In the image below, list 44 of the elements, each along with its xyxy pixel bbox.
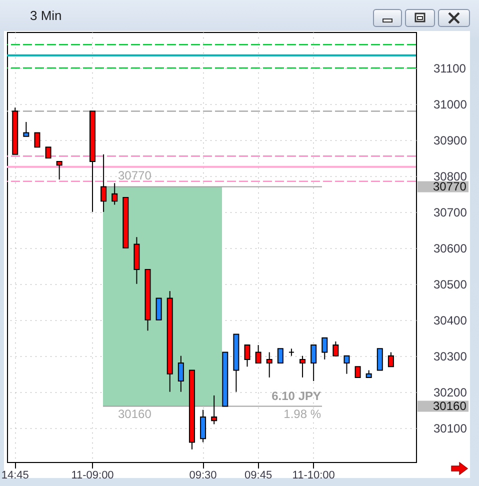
candlestick xyxy=(178,355,184,392)
candlestick xyxy=(288,348,294,356)
candlestick xyxy=(322,337,328,360)
x-tick-label: 09:30 xyxy=(189,470,217,482)
candlestick xyxy=(310,344,317,382)
chart-title: 3 Min xyxy=(30,8,62,23)
y-tick-label: 30400 xyxy=(434,313,468,328)
x-tick-label: 11-09:00 xyxy=(71,470,114,482)
x-tick-label: 14:45 xyxy=(1,470,29,482)
candlestick xyxy=(23,121,30,137)
candlestick xyxy=(34,132,40,148)
candlestick xyxy=(112,182,118,206)
y-tick-label: 30300 xyxy=(434,349,468,364)
x-tick-label: 11-10:00 xyxy=(292,470,335,482)
candlestick xyxy=(100,154,107,212)
candlestick xyxy=(45,146,52,158)
x-tick-label: 09:45 xyxy=(244,470,272,482)
annotation: 6.10 JPY xyxy=(272,389,321,404)
candlestick xyxy=(200,409,206,443)
ref-line-label: 30160 xyxy=(118,407,152,422)
candlestick xyxy=(376,348,383,371)
y-tick-label: 31000 xyxy=(434,97,468,112)
candlestick xyxy=(388,352,394,368)
candlestick xyxy=(344,355,350,374)
text: 30160 xyxy=(433,399,467,414)
candlestick xyxy=(244,344,250,368)
y-tick-label: 31100 xyxy=(434,61,466,76)
y-tick-label: 30100 xyxy=(434,421,468,436)
candlestick xyxy=(266,352,272,378)
candlestick xyxy=(156,298,162,320)
y-tick-label: 30600 xyxy=(434,241,468,256)
candlestick xyxy=(255,344,262,364)
y-tick-label: 30500 xyxy=(434,277,468,292)
candlestick xyxy=(332,340,339,356)
candlestick xyxy=(300,355,306,378)
candlestick xyxy=(56,161,62,180)
candlestick xyxy=(211,394,218,425)
y-tick-label: 30700 xyxy=(434,205,468,220)
candlestick xyxy=(277,348,284,364)
annotation: 1.98 % xyxy=(284,407,322,422)
y-tick-label: 30900 xyxy=(434,133,468,148)
y-tick-label: 30200 xyxy=(434,385,468,400)
candlestick xyxy=(354,366,361,378)
ref-line-label: 30770 xyxy=(118,168,152,183)
